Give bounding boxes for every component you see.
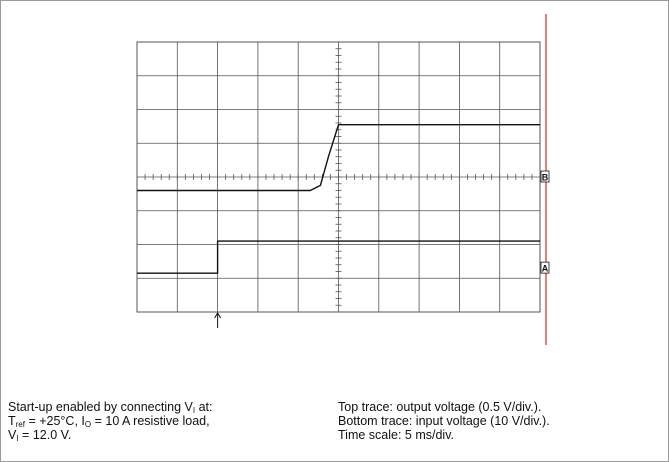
trace-marker-box: [540, 170, 550, 183]
markers: BA: [214, 14, 550, 345]
trace-output-voltage: [137, 123, 540, 192]
caption-time-scale: Time scale: 5 ms/div.: [338, 428, 454, 442]
caption-conditions: Start-up enabled by connecting VI at: Tr…: [8, 400, 318, 443]
traces: [137, 123, 540, 274]
caption-conditions-line-1: Start-up enabled by connecting VI at:: [8, 400, 213, 415]
caption-conditions-line-2: Tref = +25°C, IO = 10 A resistive load,: [8, 414, 210, 429]
caption-traces: Top trace: output voltage (0.5 V/div.). …: [338, 400, 658, 442]
trace-marker-box: [540, 261, 550, 274]
caption-bottom-trace: Bottom trace: input voltage (10 V/div.).: [338, 414, 550, 428]
trigger-arrow-head: [214, 312, 222, 319]
trace-input-voltage: [137, 240, 540, 274]
trace-marker-label: B: [542, 173, 549, 183]
center-axis-ticks: [136, 41, 541, 313]
caption-top-trace: Top trace: output voltage (0.5 V/div.).: [338, 400, 542, 414]
trace-marker-label: A: [542, 264, 549, 274]
caption-conditions-line-3: VI = 12.0 V.: [8, 428, 72, 443]
